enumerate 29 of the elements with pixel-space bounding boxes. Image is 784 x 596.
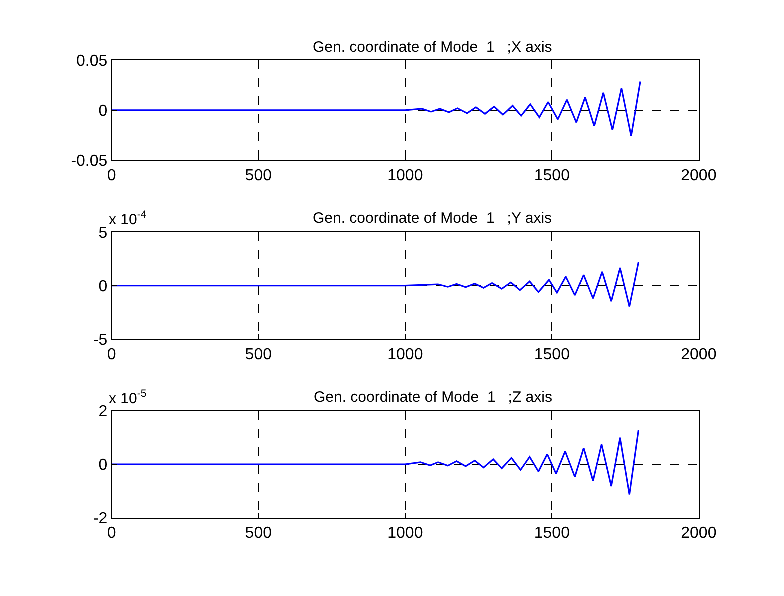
x-tick-label: 500: [245, 168, 272, 185]
line-series: [112, 262, 640, 308]
y-tick-label: -0.05: [71, 153, 108, 170]
y-tick-label: 0.05: [76, 53, 108, 70]
x-tick-label: 1500: [534, 346, 570, 364]
x-tick-label: 2000: [681, 525, 717, 542]
y-tick-label: 0: [98, 103, 108, 120]
x-tick-label: 2000: [681, 168, 717, 185]
x-tick-label: 1000: [388, 525, 424, 542]
y-tick-label: -2: [93, 510, 108, 528]
x-tick-label: 1000: [388, 168, 424, 185]
x-tick-label: 1000: [388, 346, 424, 364]
y-tick-label: 0: [98, 278, 108, 296]
y-tick-label: 2: [98, 404, 108, 421]
line-series: [112, 80, 642, 138]
text: x 10$^{-4}$: [109, 209, 147, 228]
chart-title: Gen. coordinate of Mode 1 ;Y axis: [313, 210, 552, 227]
x-tick-label: 2000: [681, 346, 717, 364]
x-tick-label: 500: [245, 525, 272, 542]
y-tick-label: 0: [98, 457, 108, 474]
x-tick-label: 1500: [534, 168, 570, 185]
chart-title: Gen. coordinate of Mode 1 ;Z axis: [314, 389, 552, 406]
y-tick-label: 5: [98, 224, 108, 242]
line-series: [112, 429, 640, 496]
x-tick-label: 1500: [534, 525, 570, 542]
y-tick-label: -5: [93, 332, 108, 349]
chart-title: Gen. coordinate of Mode 1 ;X axis: [313, 39, 552, 56]
x-tick-label: 500: [245, 346, 272, 364]
text: x 10$^{-5}$: [109, 388, 147, 408]
